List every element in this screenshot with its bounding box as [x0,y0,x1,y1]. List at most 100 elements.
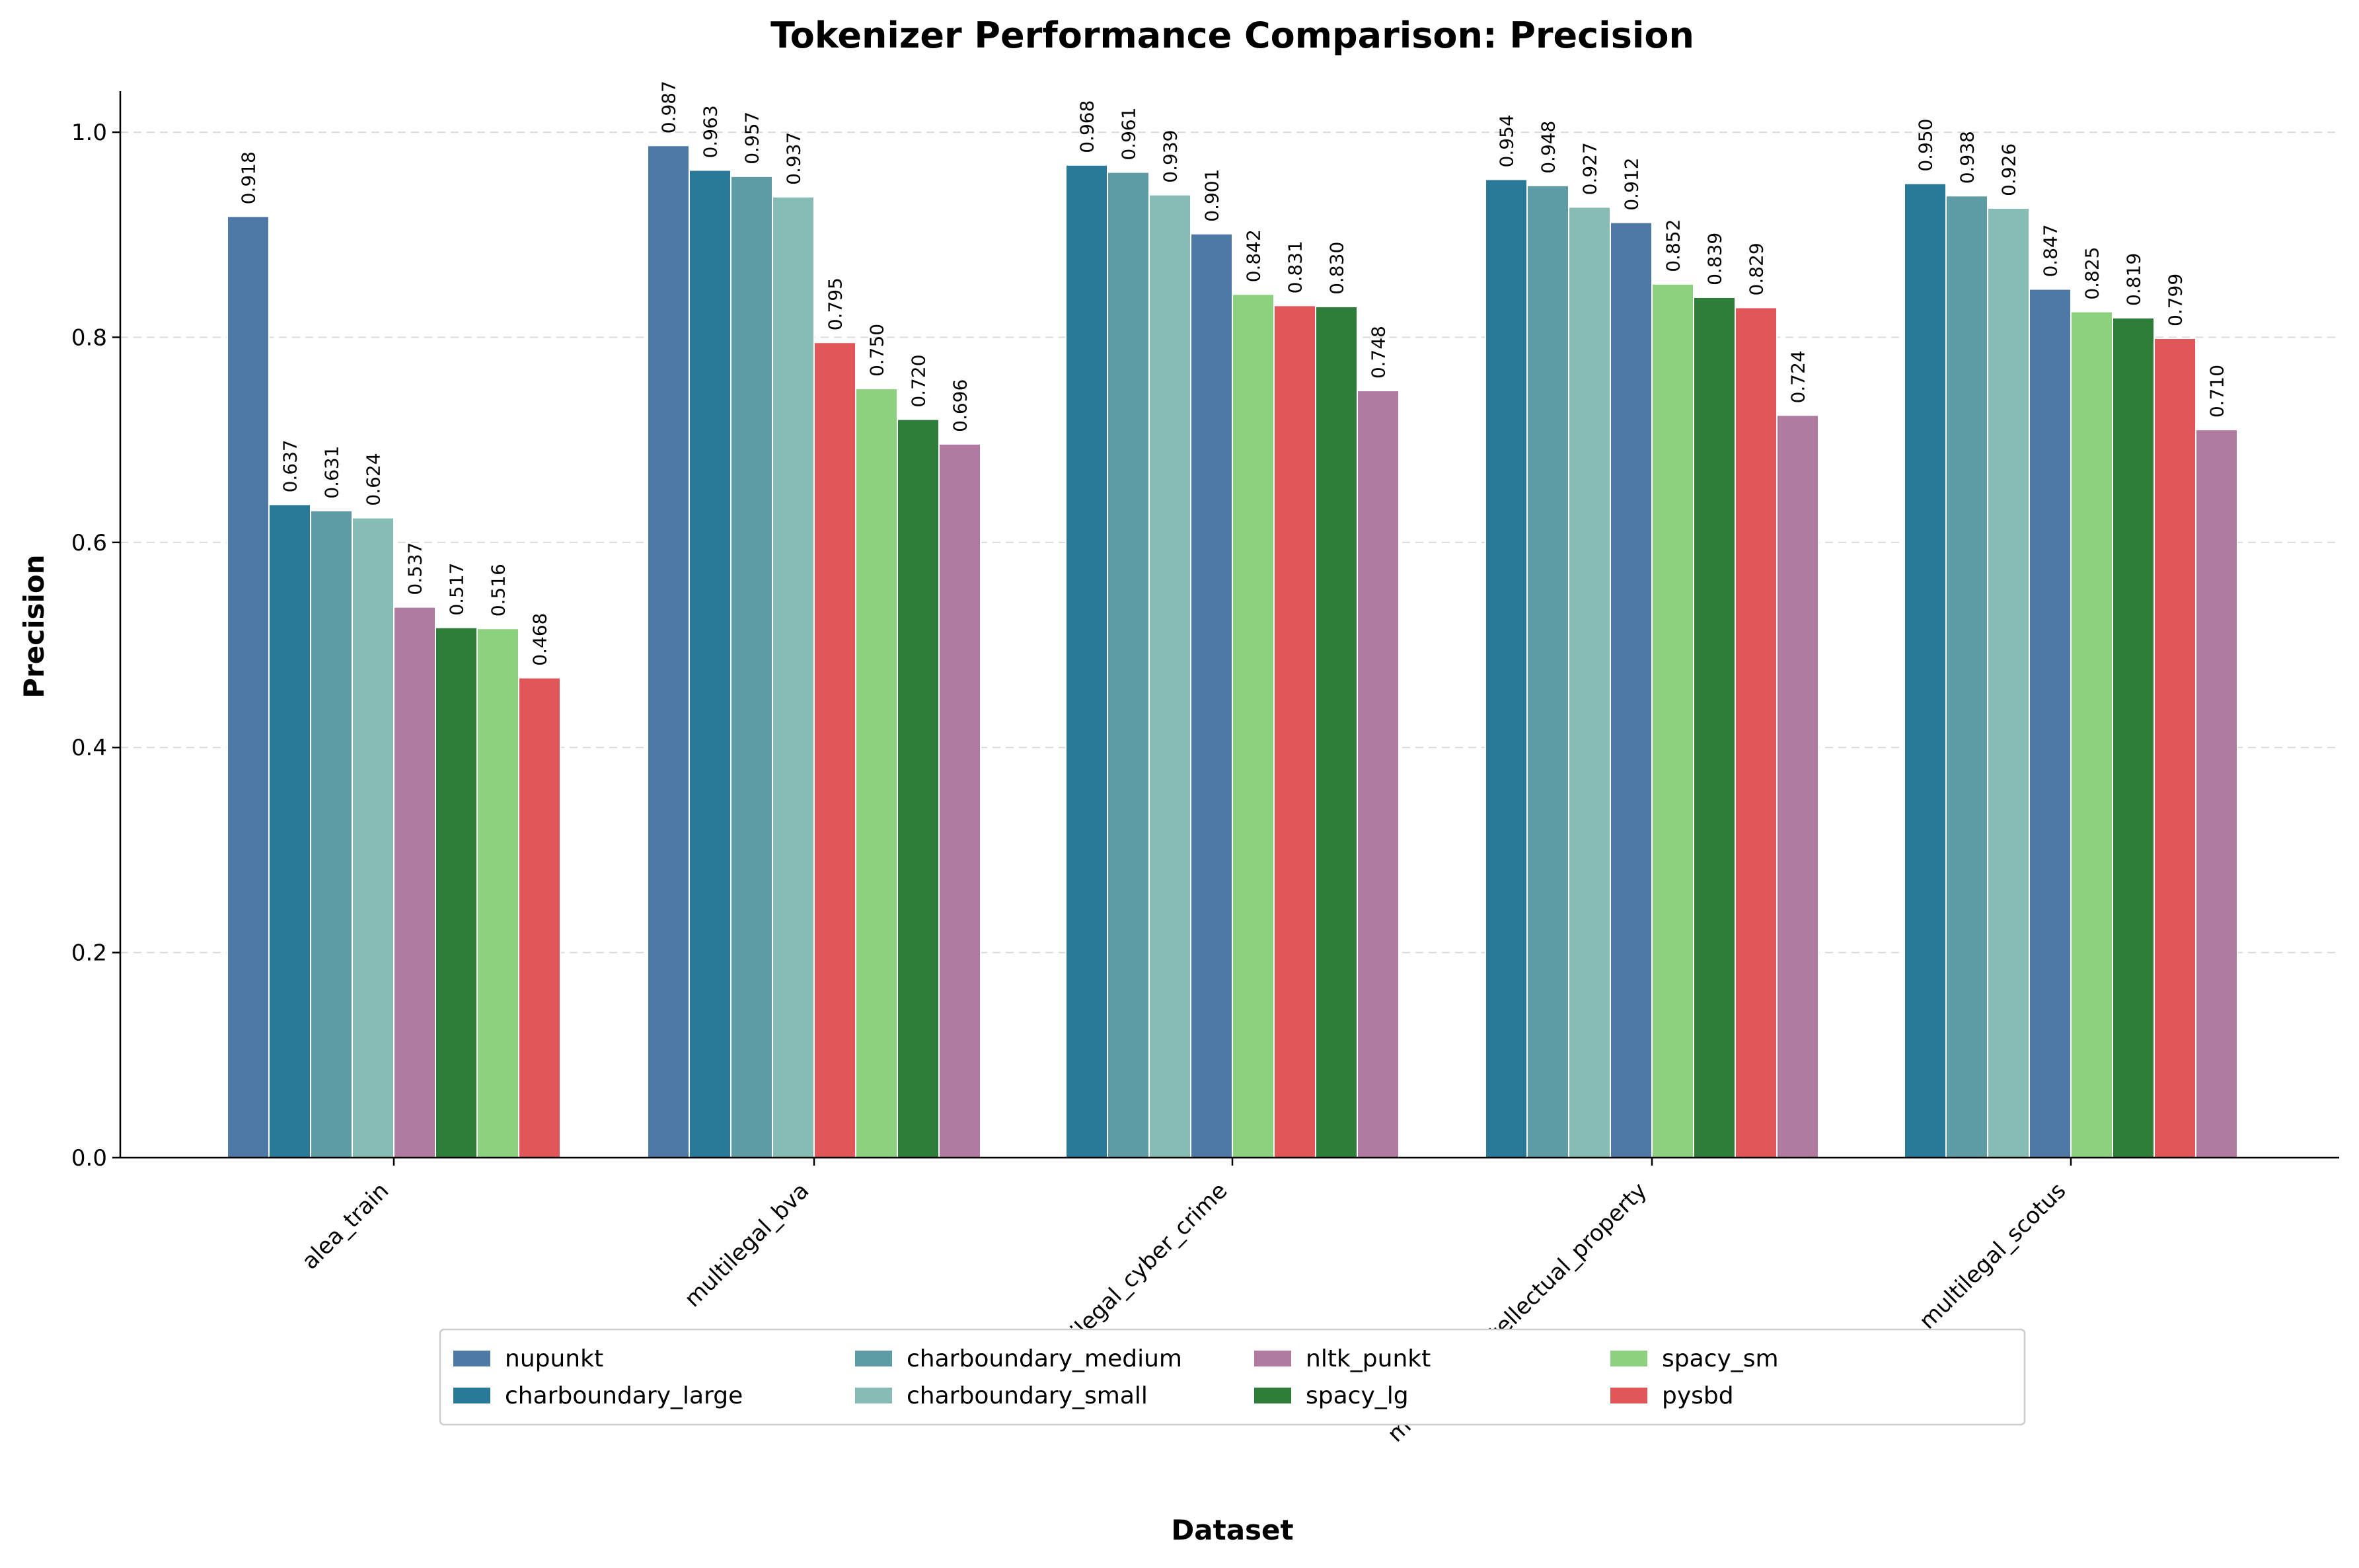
data-label: 0.831 [1285,241,1306,293]
bar-spacy_lg [897,418,940,1158]
bar-nupunkt [1190,233,1233,1159]
legend-entry: pysbd [1662,1382,1734,1409]
data-label: 0.938 [1957,131,1978,184]
chart-title: Tokenizer Performance Comparison: Precis… [770,15,1694,56]
x-tick-label: alea_train [297,1177,394,1275]
data-label: 0.948 [1538,121,1559,174]
legend-entry: charboundary_small [907,1382,1148,1409]
y-tick-label: 0.4 [71,735,107,761]
bar-charboundary_small [1568,206,1611,1158]
data-label: 0.795 [825,278,846,330]
bar-nupunkt [1610,221,1653,1159]
data-label: 0.939 [1160,130,1181,183]
x-tick-label: multilegal_scotus [1914,1177,2072,1335]
bar-spacy_lg [435,626,478,1158]
legend-swatch [1254,1351,1291,1366]
data-label: 0.918 [238,151,260,204]
data-label: 0.710 [2206,365,2228,418]
data-label: 0.724 [1787,350,1809,403]
data-label: 0.516 [488,564,509,616]
y-tick-labels: 0.0 0.2 0.4 0.6 0.8 1.0 [71,120,107,1172]
data-label: 0.987 [658,81,680,133]
bar-nupunkt [2029,288,2072,1159]
bar-spacy_lg [1693,296,1736,1158]
legend-entry: charboundary_large [505,1382,743,1409]
data-label: 0.926 [1998,143,2020,196]
data-label: 0.829 [1746,243,1768,295]
legend-swatch [855,1388,892,1403]
bar-nltk_punkt [393,606,436,1158]
legend-swatch [855,1351,892,1366]
data-label: 0.839 [1704,233,1726,285]
bar-charboundary_small [1987,207,2030,1159]
data-label: 0.517 [446,562,468,615]
bar-nltk_punkt [938,443,981,1158]
bar-pysbd [2153,338,2196,1159]
bar-charboundary_medium [1526,184,1569,1158]
data-label: 0.720 [908,354,930,407]
legend-frame [439,1328,2026,1426]
bar-pysbd [813,342,856,1158]
bar-nupunkt [647,145,690,1158]
bar-pysbd [518,677,561,1158]
data-label: 0.954 [1496,114,1518,167]
data-label: 0.825 [2081,246,2103,299]
data-label: 0.830 [1326,242,1348,295]
bar-nltk_punkt [2195,429,2238,1158]
data-label: 0.537 [404,542,426,595]
data-label: 0.957 [741,112,763,165]
axes [112,91,2339,1166]
y-tick-label: 0.6 [71,530,107,556]
bar-spacy_sm [1651,283,1694,1158]
bar-nltk_punkt [1776,414,1819,1158]
data-label: 0.624 [363,453,385,505]
bars [227,145,2238,1159]
legend-swatch [1610,1388,1647,1403]
bar-charboundary_large [1485,178,1528,1159]
data-labels: 0.918 0.637 0.631 0.624 0.537 0.517 0.516 0.468… [238,81,2228,666]
data-label: 0.937 [783,132,805,185]
bar-charboundary_large [689,169,731,1159]
bar-spacy_sm [1232,293,1275,1158]
legend-entry: spacy_lg [1306,1382,1409,1409]
legend: nupunkt charboundary_large charboundary_me… [439,1328,2026,1426]
bar-pysbd [1273,305,1316,1158]
bar-charboundary_medium [310,509,353,1158]
bar-charboundary_large [268,504,311,1158]
data-label: 0.842 [1243,229,1265,282]
x-axis-label: Dataset [1171,1514,1293,1546]
data-label: 0.637 [280,439,301,492]
data-label: 0.468 [529,613,551,666]
bar-charboundary_medium [1945,195,1988,1158]
bar-spacy_lg [1315,305,1358,1159]
x-tick-label: multilegal_bva [679,1177,814,1312]
bar-nupunkt [227,215,270,1159]
data-label: 0.852 [1663,219,1684,272]
y-tick-label: 1.0 [71,120,107,146]
legend-swatch [1254,1388,1291,1403]
y-tick-label: 0.8 [71,324,107,351]
data-label: 0.847 [2040,224,2062,277]
data-label: 0.912 [1621,157,1643,210]
data-label: 0.963 [700,105,722,158]
legend-entry: nupunkt [505,1345,603,1372]
bar-charboundary_medium [1107,171,1150,1158]
legend-entry: nltk_punkt [1306,1345,1431,1372]
bar-charboundary_large [1065,164,1108,1159]
legend-swatch [453,1351,490,1366]
data-label: 0.961 [1118,107,1140,160]
bar-charboundary_small [352,517,394,1158]
y-tick-label: 0.2 [71,940,107,967]
y-axis-label: Precision [18,554,50,698]
bar-charboundary_medium [730,175,773,1159]
legend-swatch [1610,1351,1647,1366]
data-label: 0.819 [2123,253,2145,306]
bar-pysbd [1735,307,1778,1158]
data-label: 0.750 [866,324,888,377]
bar-spacy_sm [476,628,519,1158]
data-label: 0.927 [1579,142,1601,195]
legend-entry: charboundary_medium [907,1345,1182,1372]
data-label: 0.799 [2165,274,2187,326]
